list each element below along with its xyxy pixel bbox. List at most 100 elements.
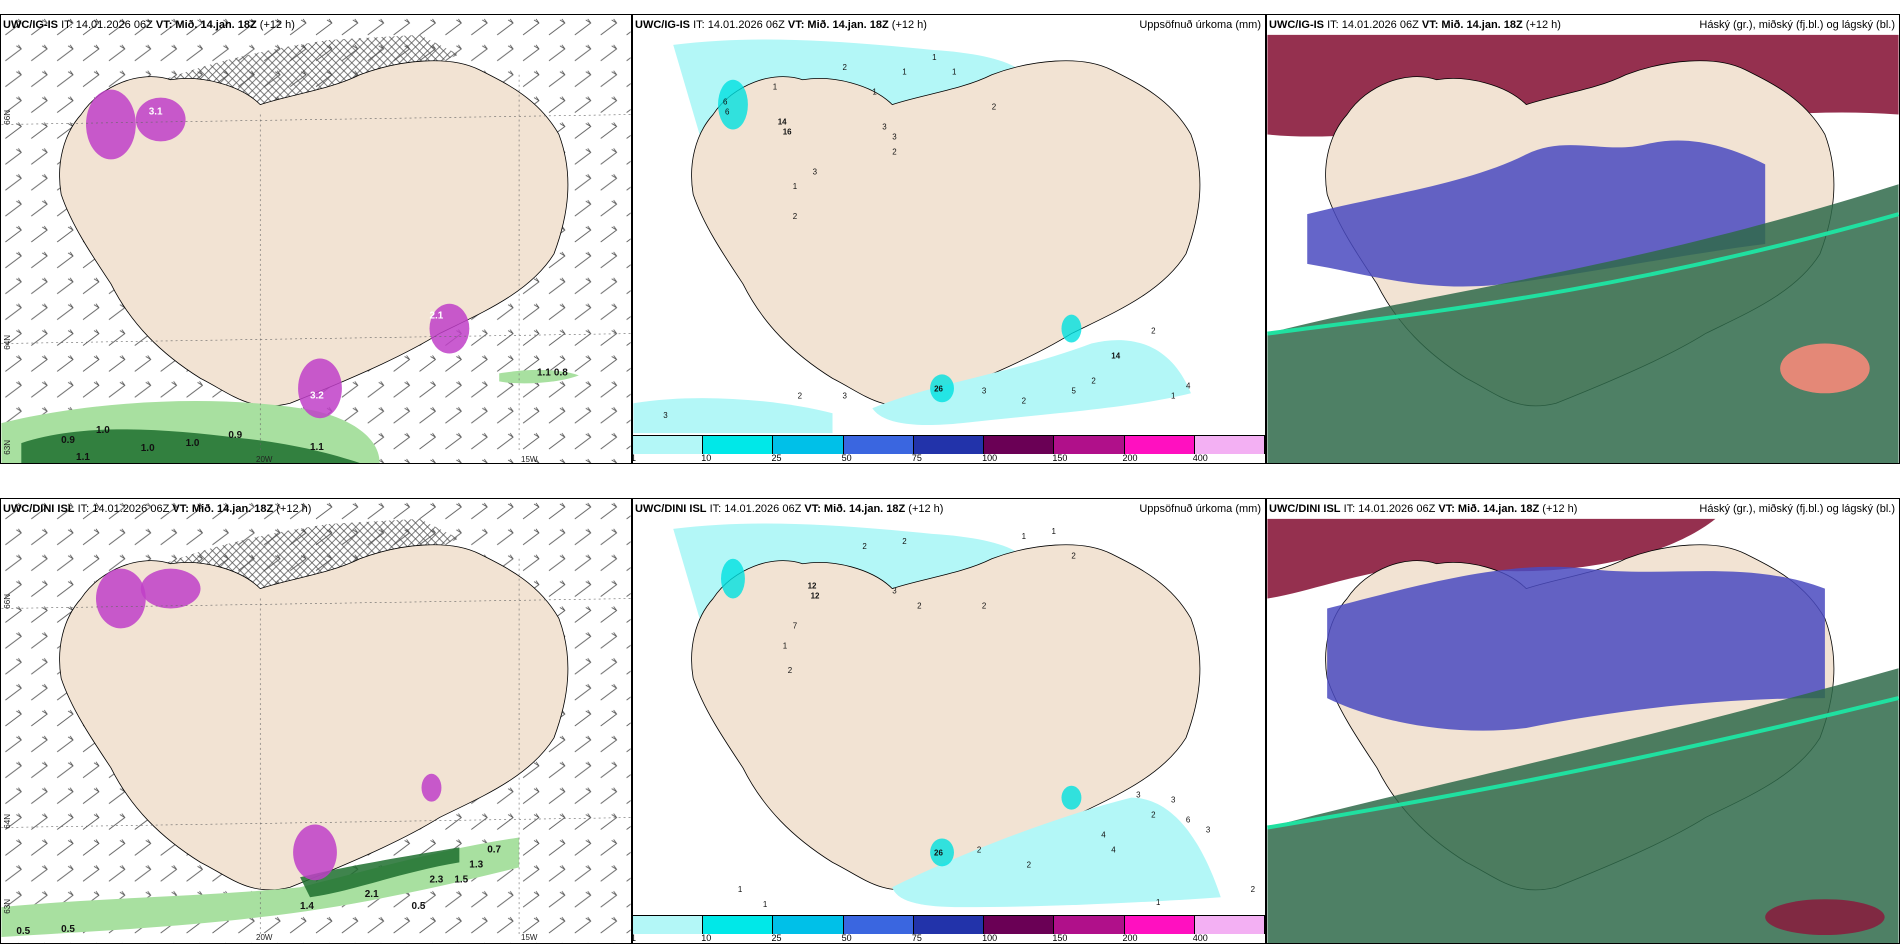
snow-purple-n <box>140 568 201 609</box>
precip-value: 2 <box>798 391 803 400</box>
cloud-mid <box>1327 566 1825 731</box>
precip-value: 2 <box>793 212 798 221</box>
wind-label: 1.1 <box>76 452 90 463</box>
precip-southwest <box>633 398 833 434</box>
panel-r2-precip: UWC/DINI ISL IT: 14.01.2026 06Z VT: Mið.… <box>632 498 1266 944</box>
precip-value: 3 <box>892 132 897 141</box>
legend-tick: 75 <box>911 933 922 943</box>
precip-value: 26 <box>934 384 943 393</box>
precip-south <box>872 340 1191 426</box>
precip-value: 2 <box>892 147 897 156</box>
wind-label: 0.5 <box>16 926 30 937</box>
precip-value: 3 <box>1206 825 1211 834</box>
precip-value: 14 <box>778 118 787 127</box>
precip-value: 26 <box>934 848 943 857</box>
precip-value: 2 <box>1151 327 1156 336</box>
iceland-land <box>59 544 569 891</box>
precip-value: 2 <box>977 845 982 854</box>
legend-swatch <box>773 436 844 454</box>
snow-purple-e <box>429 303 470 354</box>
precip-map: 1 2 1 1 1 1 3 3 2 2 14 16 6 6 2 1 3 3 2 … <box>633 39 1201 434</box>
precip-cell <box>718 79 748 130</box>
precip-value: 3 <box>1171 796 1176 805</box>
precip-title: Uppsöfnuð úrkoma (mm) <box>1139 19 1261 31</box>
precip-title: Uppsöfnuð úrkoma (mm) <box>1139 503 1261 515</box>
legend-swatch <box>1054 916 1125 934</box>
legend-swatch <box>703 436 774 454</box>
wind-label: 0.5 <box>412 901 426 912</box>
legend-tick: 400 <box>1192 933 1208 943</box>
cloud-title: Háský (gr.), miðský (fj.bl.) og lágský (… <box>1699 503 1895 515</box>
precip-value: 2 <box>992 103 997 112</box>
legend-swatch <box>1194 436 1265 454</box>
legend-tick: 100 <box>982 453 998 463</box>
legend-swatch <box>1054 436 1125 454</box>
precip-value: 2 <box>1071 552 1076 561</box>
legend-tick: 10 <box>701 933 712 943</box>
precip-value: 1 <box>793 182 798 191</box>
legend-tick: 100 <box>982 933 998 943</box>
panel-r1-cloud: UWC/IG-IS IT: 14.01.2026 06Z VT: Mið. 14… <box>1266 14 1900 464</box>
legend-swatch <box>913 916 985 934</box>
snow-purple-nw <box>95 568 146 629</box>
wind-label: 0.5 <box>61 924 75 935</box>
precip-value: 2 <box>1027 860 1032 869</box>
legend-swatch <box>633 916 704 934</box>
precip-value: 4 <box>1111 845 1116 854</box>
precip-value: 12 <box>808 582 817 591</box>
legend-ticks: 1 10 25 50 75 100 150 200 400 <box>633 933 1265 943</box>
cloud-map <box>1267 15 1899 463</box>
panel-r1-precip: UWC/IG-IS IT: 14.01.2026 06Z VT: Mið. 14… <box>632 14 1266 464</box>
legend-swatch <box>843 916 914 934</box>
precip-value: 2 <box>1251 885 1256 894</box>
cloud-title: Háský (gr.), miðský (fj.bl.) og lágský (… <box>1699 19 1895 31</box>
precip-value: 1 <box>1171 391 1176 400</box>
precip-south <box>892 797 1221 908</box>
precip-value: 1 <box>932 53 937 62</box>
precip-value: 3 <box>663 411 668 420</box>
wind-map: 0.5 0.5 0.7 2.3 0.5 1.3 1.4 2.1 1.5 <box>1 499 631 943</box>
wind-label: 2.3 <box>429 874 443 885</box>
precip-cell <box>930 838 954 867</box>
precip-cell <box>1061 785 1082 810</box>
wind-label: 3.1 <box>149 107 163 118</box>
precip-legend: 1 10 25 50 75 100 150 200 400 <box>633 435 1265 463</box>
precip-value: 3 <box>842 391 847 400</box>
panel-title: UWC/DINI ISL IT: 14.01.2026 06Z VT: Mið.… <box>3 503 312 515</box>
legend-tick: 150 <box>1052 933 1068 943</box>
panel-title: UWC/DINI ISL IT: 14.01.2026 06Z VT: Mið.… <box>1269 503 1578 515</box>
legend-tick: 10 <box>701 453 712 463</box>
legend-swatch <box>1124 436 1195 454</box>
wind-label: 2.1 <box>429 311 443 322</box>
lat-label: 64N <box>3 335 12 350</box>
legend-bar <box>633 435 1265 454</box>
precip-value: 1 <box>902 68 907 77</box>
legend-tick: 50 <box>841 453 852 463</box>
wind-label: 0.8 <box>554 367 568 378</box>
lon-label: 15W <box>521 933 538 942</box>
legend-tick: 200 <box>1122 453 1138 463</box>
legend-swatch <box>773 916 844 934</box>
legend-swatch <box>984 436 1055 454</box>
precip-value: 7 <box>793 621 798 630</box>
precip-value: 1 <box>1156 898 1161 907</box>
wind-map: 0.9 1.0 1.1 1.0 1.0 0.9 1.1 1.1 0.8 2.1 … <box>1 15 631 463</box>
cloud-map <box>1267 499 1899 943</box>
graticule <box>1 74 631 454</box>
precip-value: 2 <box>1022 396 1027 405</box>
precip-cell <box>930 374 954 403</box>
precip-value: 3 <box>892 587 897 596</box>
lat-label: 66N <box>3 594 12 609</box>
legend-swatch <box>703 916 774 934</box>
legend-swatch <box>843 436 914 454</box>
legend-tick: 25 <box>771 933 782 943</box>
precip-value: 3 <box>813 167 818 176</box>
precip-value: 6 <box>1186 816 1191 825</box>
legend-ticks: 1 10 25 50 75 100 150 200 400 <box>633 453 1265 463</box>
legend-swatch <box>1194 916 1265 934</box>
precip-cell <box>721 558 745 599</box>
lat-label: 63N <box>3 440 12 455</box>
precip-value: 1 <box>872 88 877 97</box>
precip-legend: 1 10 25 50 75 100 150 200 400 <box>633 915 1265 943</box>
snow-purple-s <box>298 358 342 419</box>
